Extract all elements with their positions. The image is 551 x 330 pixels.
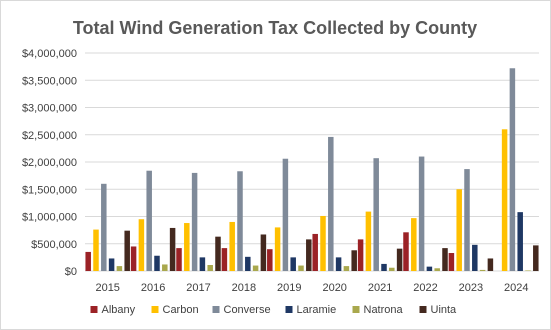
bar-albany-2018 xyxy=(221,248,228,271)
legend-label-carbon: Carbon xyxy=(163,304,199,316)
bar-natrona-2019 xyxy=(298,265,304,271)
y-tick-label: $4,000,000 xyxy=(22,48,77,60)
legend-label-uinta: Uinta xyxy=(431,304,458,316)
legend-swatch-converse xyxy=(212,306,220,313)
bar-natrona-2021 xyxy=(389,267,395,271)
bar-converse-2019 xyxy=(282,158,289,271)
bar-carbon-2019 xyxy=(274,227,281,271)
bar-natrona-2024 xyxy=(525,270,531,271)
bar-laramie-2016 xyxy=(154,255,160,271)
legend-swatch-laramie xyxy=(285,306,293,313)
bar-laramie-2015 xyxy=(108,258,115,271)
bar-carbon-2020 xyxy=(320,215,326,271)
bar-carbon-2024 xyxy=(501,129,508,271)
bar-converse-2016 xyxy=(146,170,152,271)
bar-carbon-2016 xyxy=(138,219,145,271)
bar-uinta-2019 xyxy=(306,239,312,271)
legend-label-natrona: Natrona xyxy=(364,304,404,316)
bar-converse-2015 xyxy=(101,183,107,271)
bar-uinta-2016 xyxy=(169,227,176,271)
bar-carbon-2015 xyxy=(93,229,99,271)
bar-converse-2021 xyxy=(373,158,379,271)
bar-laramie-2020 xyxy=(335,257,342,271)
y-tick-label: $3,000,000 xyxy=(22,103,77,115)
x-tick-label: 2022 xyxy=(413,282,437,294)
y-tick-label: $3,500,000 xyxy=(22,75,77,87)
x-tick-label: 2018 xyxy=(232,282,256,294)
bar-natrona-2015 xyxy=(116,266,123,271)
bar-natrona-2020 xyxy=(343,266,350,271)
bar-laramie-2023 xyxy=(472,244,478,271)
x-tick-label: 2019 xyxy=(277,282,301,294)
bar-laramie-2018 xyxy=(245,256,251,271)
bar-albany-2019 xyxy=(267,249,273,271)
y-tick-label: $1,500,000 xyxy=(22,184,77,196)
x-tick-label: 2015 xyxy=(95,282,119,294)
x-tick-label: 2024 xyxy=(504,282,528,294)
legend-swatch-carbon xyxy=(151,306,159,313)
bar-laramie-2021 xyxy=(381,263,387,271)
x-tick-label: 2023 xyxy=(459,282,483,294)
bar-uinta-2020 xyxy=(351,250,357,271)
x-tick-label: 2017 xyxy=(186,282,210,294)
bar-uinta-2024 xyxy=(533,245,539,271)
legend-label-albany: Albany xyxy=(102,304,136,316)
legend: Albany Carbon Converse Laramie Natrona Uinta xyxy=(90,304,458,316)
bar-laramie-2022 xyxy=(426,266,433,271)
bar-uinta-2021 xyxy=(396,248,403,271)
bar-converse-2020 xyxy=(328,136,334,271)
bar-carbon-2018 xyxy=(229,221,235,271)
bars xyxy=(85,68,539,271)
bar-albany-2021 xyxy=(357,239,364,271)
bar-carbon-2022 xyxy=(411,218,417,271)
bar-natrona-2016 xyxy=(162,264,168,271)
bar-converse-2017 xyxy=(191,172,198,271)
x-axis-ticks: 2015 2016 2017 2018 2019 2020 2021 2022 2023 2024 xyxy=(95,282,528,294)
bar-carbon-2021 xyxy=(365,211,372,271)
y-tick-label: $2,000,000 xyxy=(22,157,77,169)
chart-title: Total Wind Generation Tax Collected by C… xyxy=(73,18,477,38)
x-tick-label: 2016 xyxy=(141,282,165,294)
bar-carbon-2017 xyxy=(184,223,190,271)
bar-laramie-2017 xyxy=(199,257,206,271)
bar-laramie-2019 xyxy=(290,257,296,271)
legend-label-laramie: Laramie xyxy=(297,304,337,316)
bar-converse-2018 xyxy=(237,171,243,271)
bar-albany-2020 xyxy=(312,233,318,271)
y-tick-label: $0 xyxy=(65,266,77,278)
bar-uinta-2023 xyxy=(487,258,494,271)
y-tick-label: $2,500,000 xyxy=(22,130,77,142)
bar-uinta-2022 xyxy=(442,248,448,271)
bar-uinta-2018 xyxy=(260,234,267,271)
bar-uinta-2015 xyxy=(124,230,130,271)
bar-converse-2024 xyxy=(509,68,516,271)
y-tick-label: $1,000,000 xyxy=(22,212,77,224)
bar-natrona-2017 xyxy=(207,265,213,271)
bar-laramie-2024 xyxy=(517,212,523,271)
x-tick-label: 2021 xyxy=(368,282,392,294)
y-tick-label: $500,000 xyxy=(31,239,77,251)
bar-converse-2022 xyxy=(418,156,425,271)
legend-label-converse: Converse xyxy=(224,304,271,316)
bar-carbon-2023 xyxy=(456,189,462,271)
bar-albany-2015 xyxy=(85,251,91,271)
legend-swatch-uinta xyxy=(419,306,427,313)
bar-albany-2023 xyxy=(448,253,455,271)
bar-uinta-2017 xyxy=(215,236,221,271)
y-axis-ticks: $0 $500,000 $1,000,000 $1,500,000 $2,000,000… xyxy=(22,48,77,278)
bar-natrona-2023 xyxy=(479,269,486,271)
bar-albany-2022 xyxy=(403,232,409,271)
bar-albany-2016 xyxy=(130,246,137,271)
bar-albany-2017 xyxy=(176,248,182,271)
legend-swatch-albany xyxy=(90,306,98,313)
bar-converse-2023 xyxy=(464,169,470,271)
legend-swatch-natrona xyxy=(352,306,360,313)
gridlines xyxy=(85,52,539,272)
x-tick-label: 2020 xyxy=(322,282,346,294)
bar-natrona-2018 xyxy=(252,265,259,271)
bar-natrona-2022 xyxy=(434,268,440,271)
